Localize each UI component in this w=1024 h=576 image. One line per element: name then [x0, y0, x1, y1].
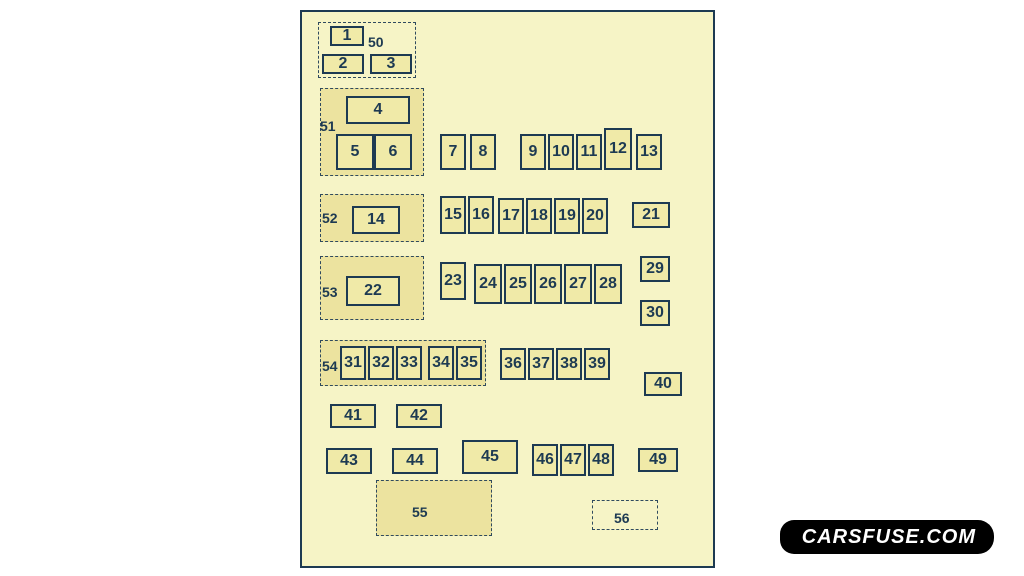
watermark-text: CARSFUSE.COM	[802, 526, 976, 548]
fuse-17: 17	[498, 198, 524, 234]
fuse-2: 2	[322, 54, 364, 74]
watermark-badge: CARSFUSE.COM	[780, 520, 994, 554]
fuse-4: 4	[346, 96, 410, 124]
fuse-23: 23	[440, 262, 466, 300]
fuse-5: 5	[336, 134, 374, 170]
fuse-35: 35	[456, 346, 482, 380]
fuse-45: 45	[462, 440, 518, 474]
group-label-55: 55	[412, 504, 428, 520]
fuse-25: 25	[504, 264, 532, 304]
fuse-33: 33	[396, 346, 422, 380]
fuse-31: 31	[340, 346, 366, 380]
fuse-16: 16	[468, 196, 494, 234]
fuse-34: 34	[428, 346, 454, 380]
fuse-6: 6	[374, 134, 412, 170]
fuse-29: 29	[640, 256, 670, 282]
fuse-19: 19	[554, 198, 580, 234]
fuse-42: 42	[396, 404, 442, 428]
fuse-3: 3	[370, 54, 412, 74]
fuse-48: 48	[588, 444, 614, 476]
fuse-1: 1	[330, 26, 364, 46]
fuse-9: 9	[520, 134, 546, 170]
fuse-28: 28	[594, 264, 622, 304]
group-label-52: 52	[322, 210, 338, 226]
fuse-39: 39	[584, 348, 610, 380]
group-label-50: 50	[368, 34, 384, 50]
fuse-47: 47	[560, 444, 586, 476]
group-label-56: 56	[614, 510, 630, 526]
group-label-54: 54	[322, 358, 338, 374]
fuse-41: 41	[330, 404, 376, 428]
fuse-22: 22	[346, 276, 400, 306]
group-label-53: 53	[322, 284, 338, 300]
fuse-38: 38	[556, 348, 582, 380]
fuse-10: 10	[548, 134, 574, 170]
fuse-27: 27	[564, 264, 592, 304]
fuse-21: 21	[632, 202, 670, 228]
group-label-51: 51	[320, 118, 336, 134]
fuse-11: 11	[576, 134, 602, 170]
fuse-24: 24	[474, 264, 502, 304]
fuse-36: 36	[500, 348, 526, 380]
group-55	[376, 480, 492, 536]
fuse-12: 12	[604, 128, 632, 170]
fuse-43: 43	[326, 448, 372, 474]
fuse-26: 26	[534, 264, 562, 304]
fuse-7: 7	[440, 134, 466, 170]
fuse-37: 37	[528, 348, 554, 380]
fuse-20: 20	[582, 198, 608, 234]
fuse-40: 40	[644, 372, 682, 396]
fuse-8: 8	[470, 134, 496, 170]
fuse-44: 44	[392, 448, 438, 474]
fuse-13: 13	[636, 134, 662, 170]
fuse-32: 32	[368, 346, 394, 380]
fuse-46: 46	[532, 444, 558, 476]
fuse-30: 30	[640, 300, 670, 326]
fuse-49: 49	[638, 448, 678, 472]
fuse-18: 18	[526, 198, 552, 234]
fuse-15: 15	[440, 196, 466, 234]
fuse-14: 14	[352, 206, 400, 234]
